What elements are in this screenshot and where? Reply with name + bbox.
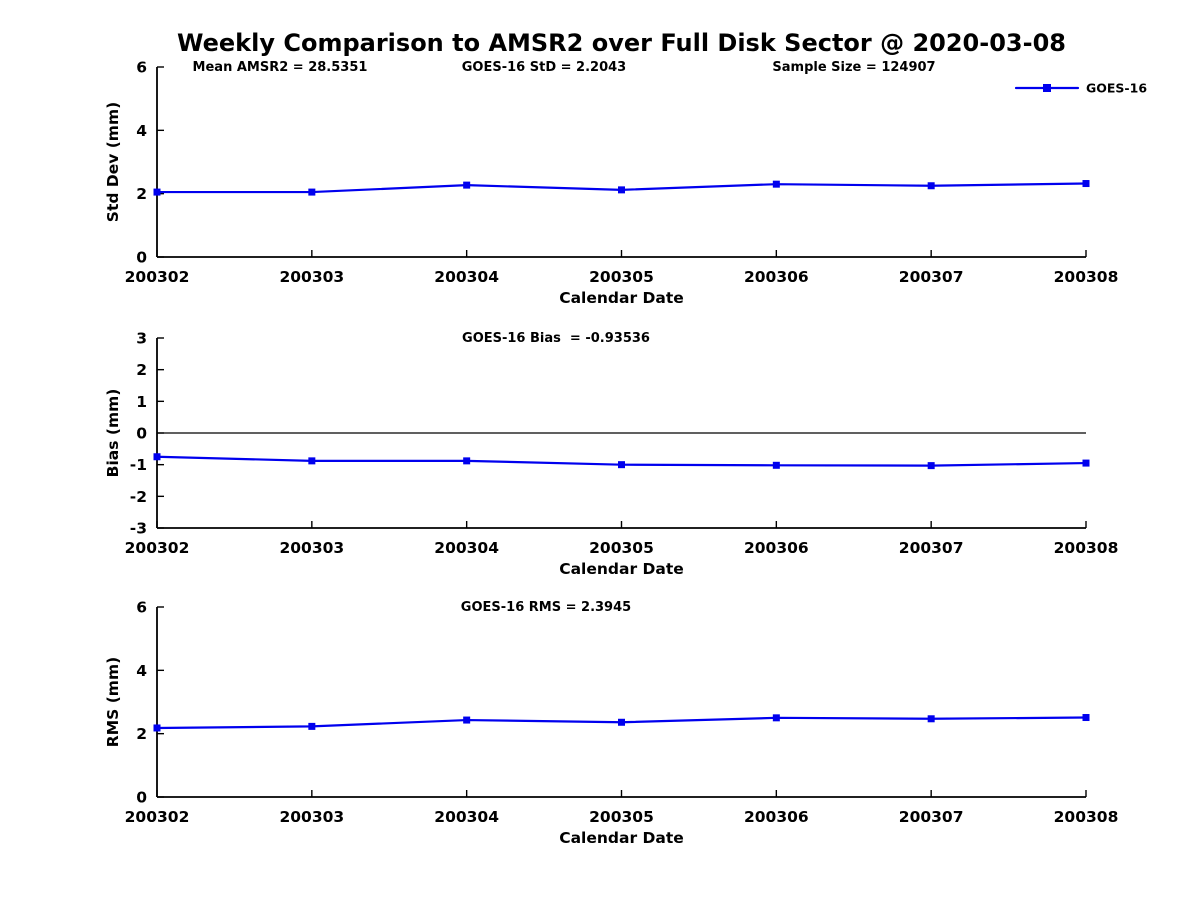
- legend: GOES-16: [1014, 81, 1147, 96]
- y-tick-label: -1: [130, 456, 147, 474]
- x-tick-label: 200302: [125, 268, 190, 286]
- x-tick-label: 200306: [744, 539, 809, 557]
- data-point-marker: [1082, 714, 1090, 722]
- x-tick-label: 200308: [1054, 539, 1119, 557]
- data-point-marker: [618, 461, 625, 469]
- x-tick-label: 200305: [589, 268, 654, 286]
- x-tick-label: 200308: [1054, 808, 1119, 826]
- annotation-label: GOES-16 Bias = -0.93536: [462, 331, 650, 346]
- annotation-label: Sample Size = 124907: [772, 60, 935, 75]
- x-tick-label: 200305: [589, 808, 654, 826]
- data-point-marker: [618, 186, 625, 194]
- std-dev-subplot: 0 2 4 6 200302 200303 200304 200305 200306 200307…: [104, 59, 1118, 308]
- y-tick-label: 2: [136, 725, 147, 743]
- data-point-marker: [463, 181, 471, 189]
- x-axis-label: Calendar Date: [559, 289, 684, 307]
- data-point-marker: [308, 722, 316, 730]
- y-tick-label: 4: [136, 122, 147, 140]
- x-tick-label: 200306: [744, 268, 809, 286]
- data-point-marker: [927, 182, 935, 190]
- y-tick-label: 2: [136, 361, 147, 379]
- data-point-marker: [308, 188, 316, 196]
- data-point-marker: [308, 457, 316, 465]
- x-tick-label: 200303: [279, 808, 344, 826]
- data-point-marker: [772, 714, 780, 722]
- x-tick-label: 200307: [899, 808, 964, 826]
- annotation-label: GOES-16 StD = 2.2043: [462, 60, 626, 75]
- x-tick-label: 200302: [125, 808, 190, 826]
- y-tick-label: 4: [136, 662, 147, 680]
- y-tick-label: 0: [136, 249, 147, 267]
- y-tick-label: 0: [136, 789, 147, 807]
- bias-subplot: -3 -2 -1 0 1 2 3 200302 200303 200304 200305 200306…: [104, 330, 1118, 579]
- annotation-label: Mean AMSR2 = 28.5351: [193, 60, 368, 75]
- x-tick-label: 200303: [279, 539, 344, 557]
- data-point-marker: [153, 188, 161, 196]
- y-axis-label: Bias (mm): [104, 389, 122, 478]
- y-tick-label: 0: [136, 425, 147, 443]
- y-tick-label: 1: [136, 393, 147, 411]
- data-point-marker: [772, 180, 780, 188]
- legend-label: GOES-16: [1086, 81, 1147, 96]
- legend-marker: [1043, 84, 1051, 92]
- data-point-marker: [153, 453, 161, 461]
- x-tick-label: 200307: [899, 268, 964, 286]
- y-tick-label: 6: [136, 59, 147, 77]
- x-axis-label: Calendar Date: [559, 560, 684, 578]
- data-point-marker: [153, 724, 161, 732]
- data-point-marker: [463, 457, 471, 465]
- data-point-marker: [927, 715, 935, 723]
- data-point-marker: [1082, 459, 1090, 467]
- data-point-marker: [1082, 180, 1090, 188]
- y-tick-label: -3: [130, 520, 147, 538]
- annotation-label: GOES-16 RMS = 2.3945: [461, 600, 631, 615]
- x-tick-label: 200305: [589, 539, 654, 557]
- y-tick-label: 6: [136, 599, 147, 617]
- rms-subplot: 0 2 4 6 200302 200303 200304 200305 200306 200307…: [104, 599, 1118, 848]
- x-tick-label: 200304: [434, 268, 499, 286]
- y-axis-label: RMS (mm): [104, 657, 122, 747]
- x-tick-label: 200307: [899, 539, 964, 557]
- data-point-marker: [463, 716, 471, 724]
- x-tick-label: 200306: [744, 808, 809, 826]
- data-point-marker: [772, 461, 780, 469]
- data-point-marker: [927, 462, 935, 470]
- x-tick-label: 200302: [125, 539, 190, 557]
- y-tick-label: 2: [136, 185, 147, 203]
- y-tick-label: -2: [130, 488, 147, 506]
- data-point-marker: [618, 718, 625, 726]
- y-tick-label: 3: [136, 330, 147, 348]
- y-axis-label: Std Dev (mm): [104, 102, 122, 222]
- x-tick-label: 200308: [1054, 268, 1119, 286]
- x-tick-label: 200304: [434, 808, 499, 826]
- chart-title: Weekly Comparison to AMSR2 over Full Dis…: [177, 29, 1066, 57]
- x-axis-label: Calendar Date: [559, 829, 684, 847]
- x-tick-label: 200304: [434, 539, 499, 557]
- x-tick-label: 200303: [279, 268, 344, 286]
